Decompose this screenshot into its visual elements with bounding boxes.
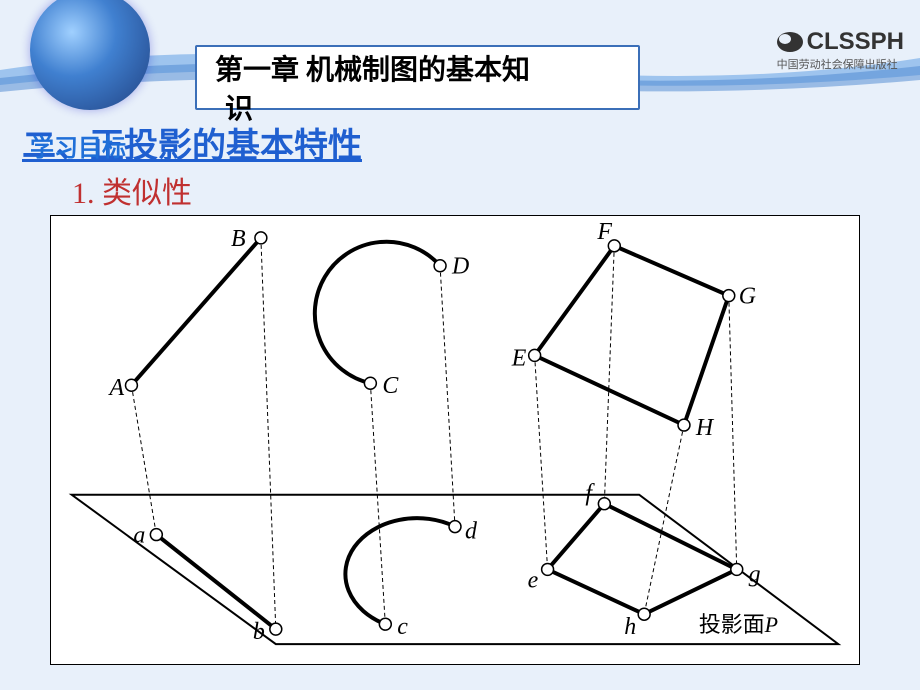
svg-text:e: e [528, 567, 539, 593]
svg-text:投影面: 投影面 [699, 612, 765, 637]
svg-text:c: c [397, 614, 408, 640]
svg-text:A: A [108, 375, 125, 401]
svg-text:G: G [739, 284, 756, 310]
logo-swirl-icon [777, 32, 803, 52]
svg-text:H: H [695, 415, 715, 441]
logo-subtitle: 中国劳动社会保障出版社 [777, 56, 904, 72]
chapter-line1: 第一章 机械制图的基本知 [215, 53, 620, 89]
study-label: 学习目标 [30, 128, 126, 163]
svg-text:h: h [624, 614, 636, 640]
svg-text:F: F [596, 219, 612, 245]
sub-title: 1. 类似性 [72, 168, 192, 212]
chapter-box: 第一章 机械制图的基本知 识 [195, 45, 640, 110]
svg-text:E: E [511, 345, 527, 371]
header: 第一章 机械制图的基本知 识 CLSSPH 中国劳动社会保障出版社 [0, 0, 920, 115]
svg-text:D: D [451, 254, 469, 280]
svg-text:B: B [231, 226, 246, 252]
svg-text:d: d [465, 519, 477, 545]
svg-text:f: f [585, 481, 595, 507]
svg-text:C: C [382, 373, 399, 399]
svg-text:a: a [133, 523, 145, 549]
publisher-logo: CLSSPH 中国劳动社会保障出版社 [777, 28, 904, 72]
svg-text:b: b [253, 619, 265, 645]
projection-diagram: 投影面P A Ba b C Dc d E F G He f g h [50, 215, 860, 665]
svg-text:P: P [764, 612, 778, 637]
svg-text:g: g [749, 561, 761, 587]
logo-text: CLSSPH [807, 28, 904, 56]
